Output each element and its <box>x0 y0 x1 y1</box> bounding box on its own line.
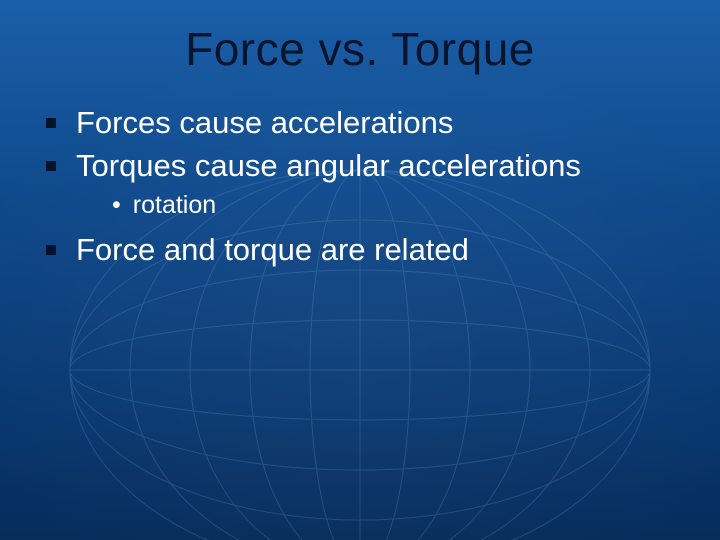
bullet-level2: • rotation <box>46 190 682 221</box>
bullet-text: Force and torque are related <box>76 231 469 270</box>
slide-body: Forces cause accelerations Torques cause… <box>38 104 682 270</box>
square-bullet-icon <box>46 245 56 255</box>
bullet-text: Forces cause accelerations <box>76 104 453 143</box>
bullet-level1: Torques cause angular accelerations <box>46 147 682 186</box>
square-bullet-icon <box>46 118 56 128</box>
bullet-level1: Force and torque are related <box>46 231 682 270</box>
bullet-level1: Forces cause accelerations <box>46 104 682 143</box>
dot-bullet-icon: • <box>112 190 121 221</box>
square-bullet-icon <box>46 161 56 171</box>
bullet-text: rotation <box>133 190 216 221</box>
slide-title: Force vs. Torque <box>38 22 682 76</box>
bullet-text: Torques cause angular accelerations <box>76 147 581 186</box>
slide: Force vs. Torque Forces cause accelerati… <box>0 0 720 540</box>
